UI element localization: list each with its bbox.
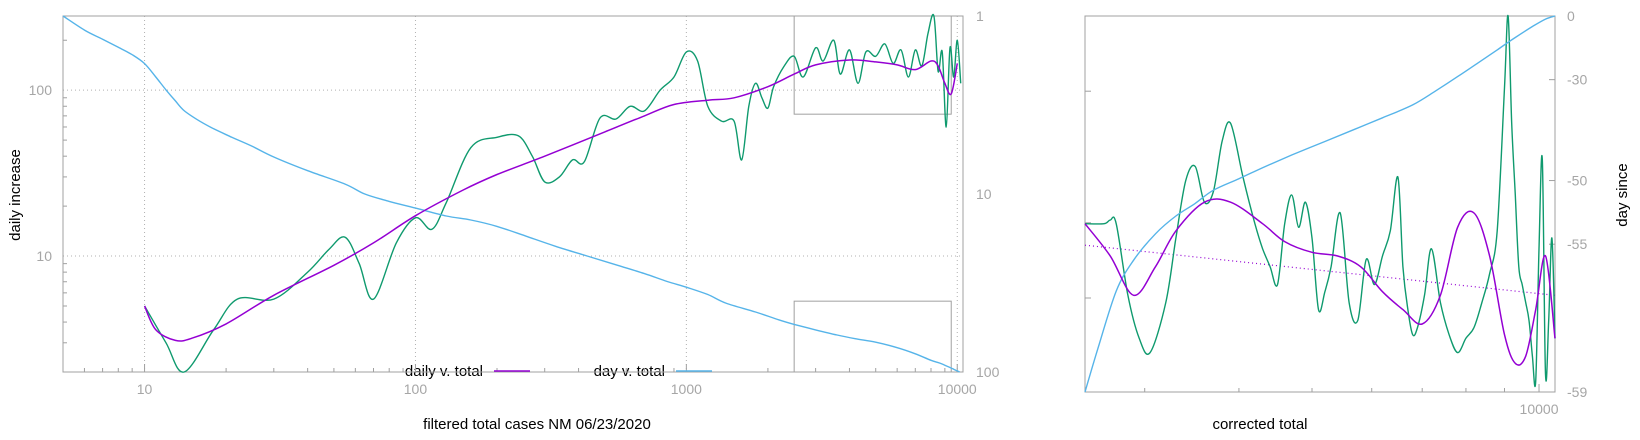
right-x-tick-label: 10000	[1520, 401, 1559, 417]
right-y2-tick-label: 0	[1567, 8, 1575, 24]
left-x-axis-label: filtered total cases NM 06/23/2020	[423, 416, 651, 433]
right-y2-tick-label: -50	[1567, 173, 1587, 189]
series-day-v-total-line	[62, 15, 960, 373]
left-x-tick-label: 100	[404, 381, 428, 397]
right-y2-tick-label: -59	[1567, 384, 1587, 400]
series-daily-raw-line	[143, 13, 962, 373]
left-y2-tick-label: 1	[976, 8, 984, 24]
right-y2-tick-label: -30	[1567, 72, 1587, 88]
right-plot-frame	[1084, 15, 1556, 393]
left-y-axis-label: daily increase	[7, 149, 24, 241]
left-x-tick-label: 10	[137, 381, 153, 397]
left-y-tick-label: 10	[36, 248, 52, 264]
left-plot-frame	[62, 15, 964, 373]
left-y2-tick-label: 10	[976, 186, 992, 202]
series-daily-v-total-line	[143, 59, 959, 342]
left-y-tick-label: 100	[29, 82, 53, 98]
zoom-box-lower	[793, 300, 952, 373]
left-x-tick-label: 10000	[938, 381, 977, 397]
series-right-daily-raw-line	[1084, 14, 1556, 388]
series-right-day-v-total-line	[1084, 15, 1556, 393]
series-right-daily-v-total-line	[1084, 198, 1556, 366]
right-y-axis-label: day since	[1614, 163, 1631, 226]
left-x-tick-label: 1000	[671, 381, 702, 397]
right-x-axis-label: corrected total	[1212, 416, 1307, 433]
series-trend-dotted-line	[1084, 244, 1556, 296]
zoom-box-upper	[793, 15, 952, 115]
right-y2-tick-label: -55	[1567, 236, 1587, 252]
left-y2-tick-label: 100	[976, 364, 1000, 380]
